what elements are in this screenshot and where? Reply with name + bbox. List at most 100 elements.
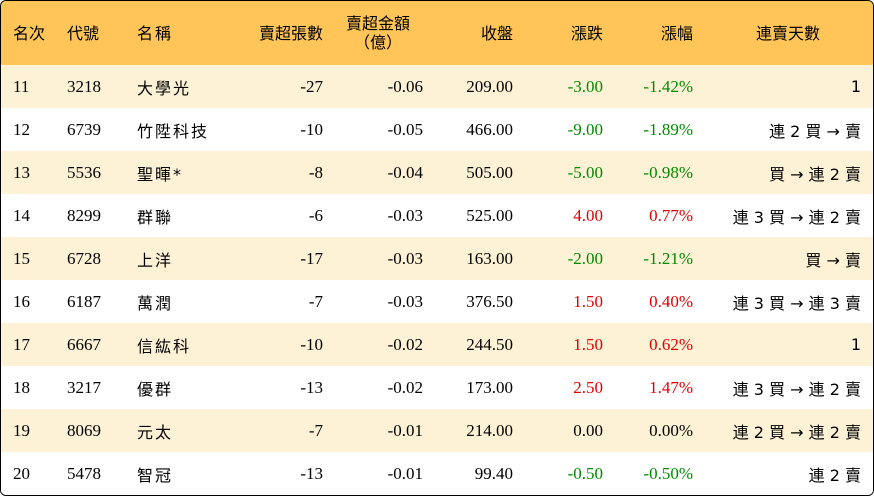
cell-streak: 連 2 買 → 賣 <box>769 121 861 141</box>
cell-name: 信紘科 <box>137 336 192 356</box>
cell-name: 萬潤 <box>137 293 174 313</box>
cell-pct: -1.89% <box>643 119 693 139</box>
cell-pct: 0.62% <box>649 334 693 354</box>
table-row: 19 8069 元太 -7 -0.01 214.00 0.00 0.00% 連 2 買 → 連 … <box>1 409 873 452</box>
cell-sell-amount: -0.03 <box>387 291 423 311</box>
cell-close: 214.00 <box>466 420 513 440</box>
cell-rank: 11 <box>13 76 30 96</box>
cell-rank: 16 <box>13 291 30 311</box>
table-row: 15 6728 上洋 -17 -0.03 163.00 -2.00 -1.21% 買 → 賣 <box>1 237 873 280</box>
header-code: 代號 <box>67 23 100 43</box>
cell-change: 2.50 <box>573 377 603 397</box>
cell-rank: 13 <box>13 162 30 182</box>
header-pct: 漲幅 <box>660 23 693 43</box>
table-row: 13 5536 聖暉* -8 -0.04 505.00 -5.00 -0.98% 買 → 連 2… <box>1 151 873 194</box>
cell-streak: 連 3 買 → 連 2 賣 <box>732 207 861 227</box>
table-row: 20 5478 智冠 -13 -0.01 99.40 -0.50 -0.50% 連 2 賣 <box>1 452 873 495</box>
table-row: 17 6667 信紘科 -10 -0.02 244.50 1.50 0.62% 1 <box>1 323 873 366</box>
cell-name: 上洋 <box>137 250 174 270</box>
cell-streak: 1 <box>850 335 861 354</box>
cell-change: -2.00 <box>567 248 603 268</box>
cell-name: 大學光 <box>137 78 192 98</box>
cell-change: -3.00 <box>567 76 603 96</box>
cell-name: 竹陞科技 <box>137 121 210 141</box>
cell-close: 244.50 <box>466 334 513 354</box>
header-streak: 連賣天數 <box>755 23 820 43</box>
cell-code: 8299 <box>67 205 101 225</box>
cell-sell-amount: -0.02 <box>387 334 423 354</box>
cell-sell-amount: -0.04 <box>387 162 423 182</box>
cell-sell-lots: -7 <box>308 291 323 311</box>
cell-sell-lots: -13 <box>300 463 323 483</box>
header-close: 收盤 <box>480 23 513 43</box>
cell-streak: 連 2 賣 <box>808 465 861 485</box>
cell-change: -5.00 <box>567 162 603 182</box>
header-sell-amount: 賣超金額 （億） <box>333 1 433 65</box>
table-row: 16 6187 萬潤 -7 -0.03 376.50 1.50 0.40% 連 3 買 → 連 … <box>1 280 873 323</box>
cell-pct: -1.42% <box>643 76 693 96</box>
cell-sell-lots: -8 <box>308 162 323 182</box>
cell-sell-amount: -0.03 <box>387 248 423 268</box>
cell-streak: 連 3 買 → 連 3 賣 <box>732 293 861 313</box>
table-row: 11 3218 大學光 -27 -0.06 209.00 -3.00 -1.42% 1 <box>1 65 873 108</box>
cell-pct: 0.77% <box>649 205 693 225</box>
cell-code: 6667 <box>67 334 101 354</box>
cell-change: 1.50 <box>573 291 603 311</box>
cell-rank: 19 <box>13 420 30 440</box>
cell-close: 209.00 <box>466 76 513 96</box>
header-sell-amount-line2: （億） <box>353 33 402 52</box>
cell-name: 群聯 <box>137 207 174 227</box>
cell-change: 0.00 <box>573 420 603 440</box>
cell-code: 3217 <box>67 377 101 397</box>
table-row: 12 6739 竹陞科技 -10 -0.05 466.00 -9.00 -1.89% 連 2 買… <box>1 108 873 151</box>
cell-name: 元太 <box>137 422 174 442</box>
cell-sell-amount: -0.06 <box>387 76 423 96</box>
cell-streak: 1 <box>850 77 861 96</box>
cell-sell-lots: -10 <box>300 334 323 354</box>
cell-sell-amount: -0.01 <box>387 463 423 483</box>
cell-rank: 18 <box>13 377 30 397</box>
cell-pct: 0.40% <box>649 291 693 311</box>
cell-name: 聖暉* <box>137 164 184 184</box>
header-rank: 名次 <box>13 23 46 43</box>
cell-sell-lots: -7 <box>308 420 323 440</box>
cell-pct: -0.50% <box>643 463 693 483</box>
table-row: 14 8299 群聯 -6 -0.03 525.00 4.00 0.77% 連 3 買 → 連 … <box>1 194 873 237</box>
cell-code: 5478 <box>67 463 101 483</box>
header-sell-amount-line1: 賣超金額 <box>345 14 410 33</box>
cell-code: 3218 <box>67 76 101 96</box>
cell-pct: 1.47% <box>649 377 693 397</box>
cell-name: 智冠 <box>137 465 174 485</box>
cell-pct: -0.98% <box>643 162 693 182</box>
cell-code: 5536 <box>67 162 101 182</box>
cell-change: 4.00 <box>573 205 603 225</box>
cell-code: 8069 <box>67 420 101 440</box>
cell-rank: 15 <box>13 248 30 268</box>
cell-close: 525.00 <box>466 205 513 225</box>
cell-sell-amount: -0.05 <box>387 119 423 139</box>
cell-sell-lots: -17 <box>300 248 323 268</box>
cell-sell-lots: -13 <box>300 377 323 397</box>
table-row: 18 3217 優群 -13 -0.02 173.00 2.50 1.47% 連 3 買 → 連… <box>1 366 873 409</box>
header-change: 漲跌 <box>570 23 603 43</box>
header-name: 名稱 <box>137 23 174 43</box>
cell-streak: 買 → 連 2 賣 <box>769 164 861 184</box>
cell-sell-lots: -6 <box>308 205 323 225</box>
cell-streak: 連 2 買 → 連 2 賣 <box>732 422 861 442</box>
cell-rank: 12 <box>13 119 30 139</box>
cell-change: -9.00 <box>567 119 603 139</box>
cell-close: 376.50 <box>466 291 513 311</box>
cell-pct: 0.00% <box>649 420 693 440</box>
cell-pct: -1.21% <box>643 248 693 268</box>
table-header-row: 名次 代號 名稱 賣超張數 賣超金額 （億） 收盤 漲跌 漲幅 連賣天數 <box>1 1 873 65</box>
cell-close: 466.00 <box>466 119 513 139</box>
cell-sell-lots: -10 <box>300 119 323 139</box>
cell-sell-amount: -0.02 <box>387 377 423 397</box>
cell-name: 優群 <box>137 379 174 399</box>
cell-code: 6187 <box>67 291 101 311</box>
table-body: 11 3218 大學光 -27 -0.06 209.00 -3.00 -1.42% 1 12 673… <box>1 65 873 495</box>
cell-change: -0.50 <box>567 463 603 483</box>
cell-sell-lots: -27 <box>300 76 323 96</box>
